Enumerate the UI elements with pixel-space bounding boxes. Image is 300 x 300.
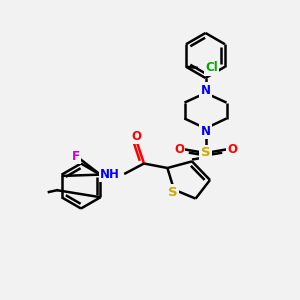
Text: F: F [72, 150, 80, 163]
Text: O: O [131, 130, 142, 143]
Text: N: N [200, 83, 211, 97]
Text: S: S [201, 146, 210, 160]
Text: S: S [168, 185, 177, 199]
Text: NH: NH [100, 167, 120, 181]
Text: Cl: Cl [205, 61, 218, 74]
Text: O: O [227, 143, 237, 156]
Text: N: N [200, 125, 211, 138]
Text: O: O [174, 143, 184, 156]
